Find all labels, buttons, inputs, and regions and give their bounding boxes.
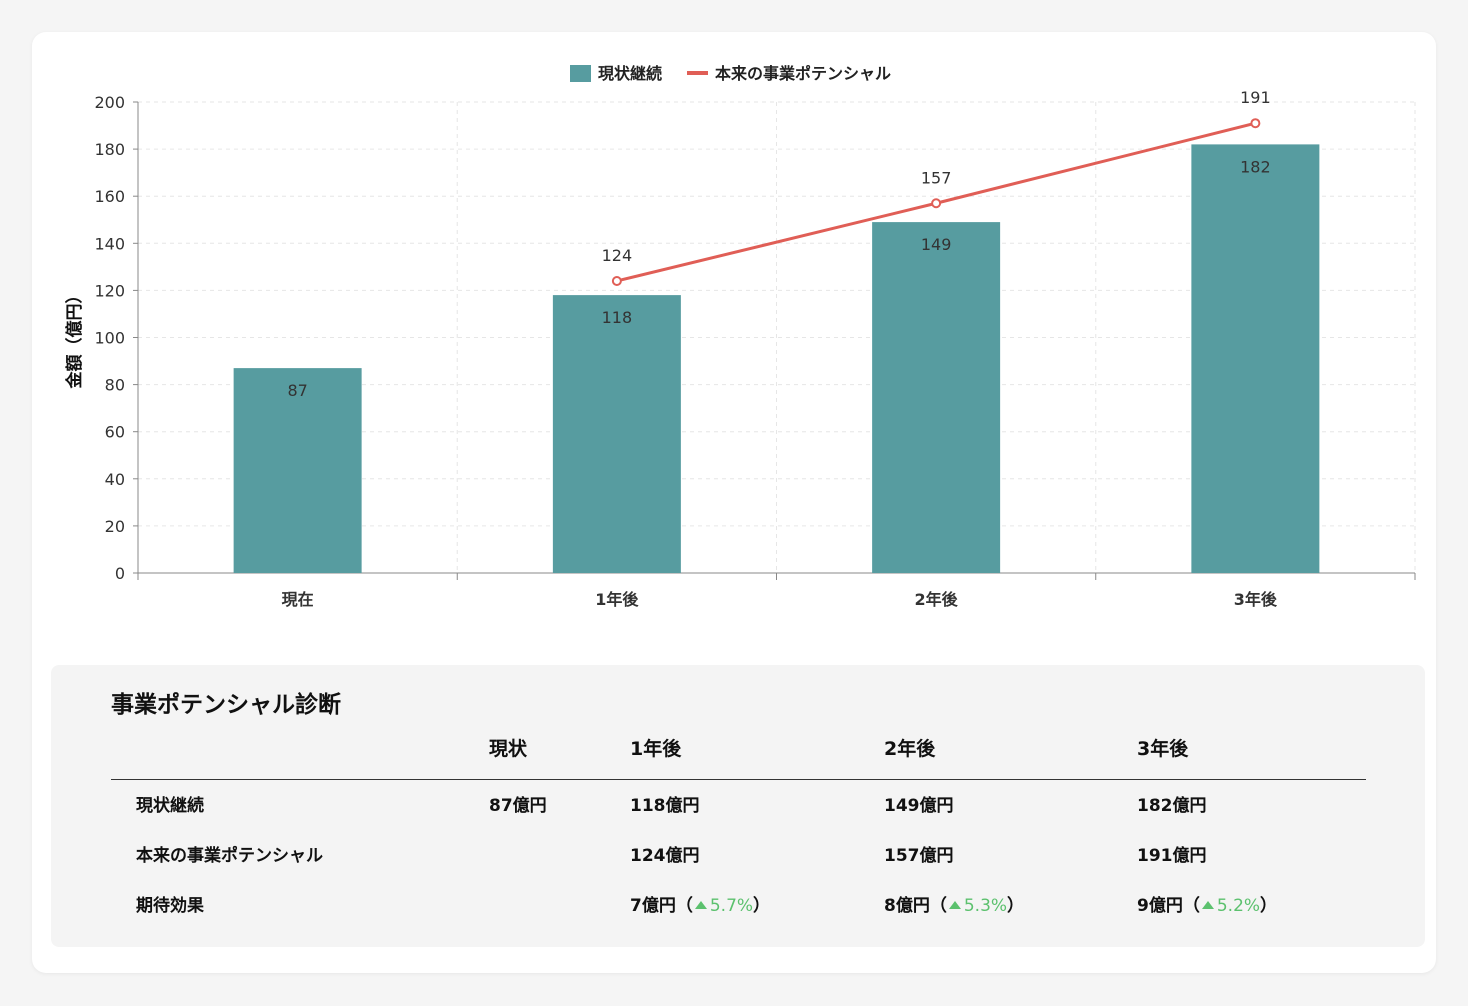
effect-close: ） — [1007, 896, 1025, 916]
bar — [233, 368, 362, 573]
row-value: 182億円 — [1137, 796, 1207, 816]
bar-value-label: 118 — [602, 308, 633, 327]
diagnosis-panel: 事業ポテンシャル診断 現状 1年後 2年後 3年後 現状継続 87億円 118億… — [51, 665, 1425, 947]
header-year-3: 3年後 — [1137, 738, 1189, 760]
y-tick-label: 160 — [94, 187, 125, 206]
up-arrow-icon — [1201, 901, 1214, 909]
x-tick-label: 2年後 — [915, 590, 959, 609]
up-arrow-icon — [948, 901, 961, 909]
y-tick-label: 60 — [105, 423, 125, 442]
effect-cell: 9億円（ 5.2%） — [1137, 888, 1277, 924]
row-value: 157億円 — [884, 846, 954, 866]
y-tick-label: 100 — [94, 329, 125, 348]
y-tick-label: 80 — [105, 376, 125, 395]
line-value-label: 157 — [921, 168, 952, 187]
y-tick-label: 120 — [94, 281, 125, 300]
effect-gain: 5.3% — [963, 896, 1008, 916]
line-point — [1250, 118, 1261, 129]
effect-close: ） — [1260, 896, 1278, 916]
y-tick-label: 180 — [94, 140, 125, 159]
bar-value-label: 87 — [287, 381, 307, 400]
effect-close: ） — [753, 896, 771, 916]
effect-cell: 8億円（ 5.3%） — [884, 888, 1024, 924]
up-arrow-icon — [694, 901, 707, 909]
effect-cell: 7億円（ 5.7%） — [630, 888, 770, 924]
diagnosis-table: 現状 1年後 2年後 3年後 現状継続 87億円 118億円 149億円 182… — [111, 731, 1366, 930]
row-label: 現状継続 — [136, 796, 204, 816]
effect-value: 9億円（ — [1137, 896, 1200, 916]
header-year-2: 2年後 — [884, 738, 936, 760]
effect-gain: 5.2% — [1216, 896, 1261, 916]
row-value: 191億円 — [1137, 846, 1207, 866]
effect-gain: 5.7% — [709, 896, 754, 916]
bar-value-label: 182 — [1240, 157, 1271, 176]
row-value: 118億円 — [630, 796, 700, 816]
legend-label: 本来の事業ポテンシャル — [715, 64, 891, 83]
panel-title: 事業ポテンシャル診断 — [111, 692, 341, 718]
line-point — [611, 275, 622, 286]
legend-label: 現状継続 — [598, 64, 662, 83]
x-tick-label: 現在 — [282, 590, 314, 609]
bar-value-label: 149 — [921, 235, 952, 254]
effect-value: 7億円（ — [630, 896, 693, 916]
x-tick-label: 3年後 — [1234, 590, 1278, 609]
y-tick-label: 0 — [115, 564, 125, 583]
row-value: 124億円 — [630, 846, 700, 866]
legend-swatch-line — [687, 71, 708, 75]
combo-chart: 0 20 40 60 80 100 120 140 160 180 200 87 118 149 182 12… — [64, 64, 1416, 609]
y-tick-label: 200 — [94, 93, 125, 112]
row-label: 本来の事業ポテンシャル — [136, 846, 323, 866]
row-label: 期待効果 — [136, 896, 204, 916]
y-axis-label: 金額（億円） — [64, 287, 85, 390]
y-tick-label: 140 — [94, 234, 125, 253]
bar — [1191, 144, 1320, 573]
table-row: 本来の事業ポテンシャル 124億円 157億円 191億円 — [111, 830, 1366, 880]
line-value-label: 191 — [1240, 88, 1271, 107]
x-tick-label: 1年後 — [595, 590, 639, 609]
effect-value: 8億円（ — [884, 896, 947, 916]
bar — [552, 295, 681, 573]
table-header-row: 現状 1年後 2年後 3年後 — [111, 731, 1366, 780]
bar — [872, 222, 1001, 574]
y-tick-label: 20 — [105, 517, 125, 536]
legend-swatch-bar — [570, 65, 591, 82]
line-value-label: 124 — [602, 246, 633, 265]
row-value: 149億円 — [884, 796, 954, 816]
y-tick-label: 40 — [105, 470, 125, 489]
header-year-1: 1年後 — [630, 738, 682, 760]
row-value: 87億円 — [489, 796, 547, 816]
table-row: 期待効果 7億円（ 5.7%） 8億円（ 5.3%） 9億円（ 5.2%） — [111, 880, 1366, 930]
line-point — [931, 198, 942, 209]
header-current: 現状 — [489, 738, 528, 760]
table-row: 現状継続 87億円 118億円 149億円 182億円 — [111, 780, 1366, 830]
